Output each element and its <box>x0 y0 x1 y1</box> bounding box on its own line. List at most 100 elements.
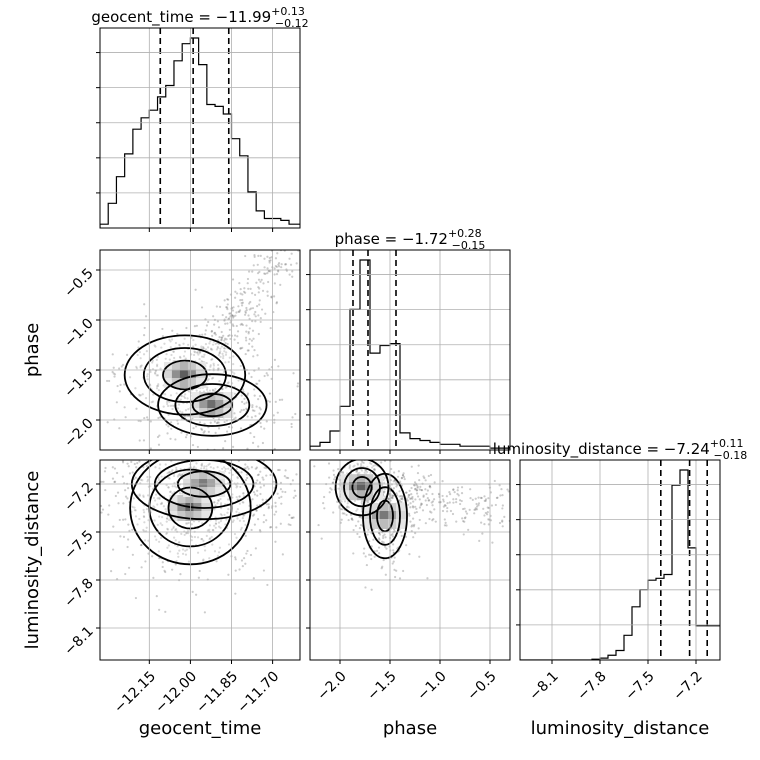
sample-point <box>225 316 228 319</box>
sample-point <box>209 421 212 424</box>
sample-point <box>362 461 365 464</box>
sample-point <box>236 292 239 295</box>
sample-point <box>138 439 141 442</box>
sample-point <box>256 517 260 521</box>
sample-point <box>126 497 129 500</box>
sample-point <box>350 517 353 521</box>
density-cell <box>364 519 374 529</box>
sample-point <box>212 376 215 379</box>
sample-point <box>179 398 183 401</box>
sample-point <box>156 523 159 526</box>
sample-point <box>180 454 182 456</box>
sample-point <box>143 326 146 330</box>
sample-point <box>256 263 259 266</box>
sample-point <box>200 355 204 358</box>
sample-point <box>144 560 147 563</box>
sample-point <box>280 502 283 505</box>
sample-point <box>147 478 150 481</box>
sample-point <box>182 342 185 345</box>
panel-border <box>519 459 721 661</box>
sample-point <box>433 481 436 484</box>
sample-point <box>411 497 414 500</box>
sample-point <box>159 442 161 444</box>
sample-point <box>240 322 243 325</box>
sample-point <box>258 406 261 409</box>
sample-point <box>355 469 358 472</box>
sample-point <box>258 270 261 273</box>
sample-point <box>211 389 215 392</box>
sample-point <box>279 242 281 244</box>
sample-point <box>193 535 197 539</box>
sample-point <box>179 457 181 459</box>
sample-point <box>181 492 184 495</box>
sample-point <box>123 455 125 457</box>
sample-point <box>415 489 418 492</box>
sample-point <box>417 464 420 467</box>
sample-point <box>113 480 117 483</box>
sample-point <box>155 538 158 541</box>
panel-hist-geocent_time <box>96 27 301 232</box>
sample-point <box>277 263 280 266</box>
sample-point <box>207 457 209 459</box>
sample-point <box>178 344 181 347</box>
sample-point <box>139 478 143 481</box>
sample-point <box>240 559 244 562</box>
sample-point <box>185 522 188 525</box>
sample-point <box>166 472 169 475</box>
sample-point <box>496 496 499 499</box>
panel-inner-joint-phase_vs_geocent_time <box>105 242 300 450</box>
sample-point <box>398 495 401 498</box>
sample-point <box>257 367 260 370</box>
sample-point <box>236 517 239 520</box>
sample-point <box>161 561 164 564</box>
sample-point <box>111 466 114 469</box>
sample-point <box>185 548 189 551</box>
sample-point <box>246 476 249 480</box>
sample-point <box>165 400 169 404</box>
density-cell <box>183 487 194 497</box>
sample-point <box>258 287 261 290</box>
sample-point <box>216 554 220 558</box>
sample-point <box>155 480 158 484</box>
sample-point <box>136 462 139 465</box>
sample-point <box>250 416 254 419</box>
sample-point <box>245 324 248 327</box>
sample-point <box>134 387 137 390</box>
sample-point <box>158 496 161 499</box>
sample-point <box>448 493 452 496</box>
sample-point <box>124 572 127 576</box>
sample-point <box>487 523 490 526</box>
sample-point <box>139 394 142 397</box>
sample-point <box>242 290 246 293</box>
sample-point <box>400 497 403 500</box>
sample-point <box>380 567 383 570</box>
sample-point <box>294 453 296 455</box>
sample-point <box>231 314 234 317</box>
sample-point <box>211 388 215 391</box>
sample-point <box>222 334 225 337</box>
y-tick-label: −7.2 <box>61 479 96 514</box>
sample-point <box>135 466 138 469</box>
sample-point <box>246 277 250 281</box>
sample-point <box>486 511 489 514</box>
sample-point <box>413 511 416 514</box>
sample-point <box>213 550 217 553</box>
sample-point <box>151 400 155 403</box>
sample-point <box>469 497 472 500</box>
sample-point <box>193 351 197 354</box>
sample-point <box>431 492 434 496</box>
sample-point <box>149 370 152 374</box>
sample-point <box>251 329 255 332</box>
sample-point <box>155 374 158 377</box>
sample-point <box>165 353 168 356</box>
sample-point <box>356 469 359 472</box>
sample-point <box>113 373 117 376</box>
sample-point <box>501 494 504 497</box>
sample-point <box>296 382 300 385</box>
sample-point <box>293 489 296 492</box>
sample-point <box>265 420 268 423</box>
sample-point <box>166 404 170 408</box>
sample-point <box>274 501 277 504</box>
sample-point <box>172 350 175 353</box>
sample-point <box>244 311 247 314</box>
